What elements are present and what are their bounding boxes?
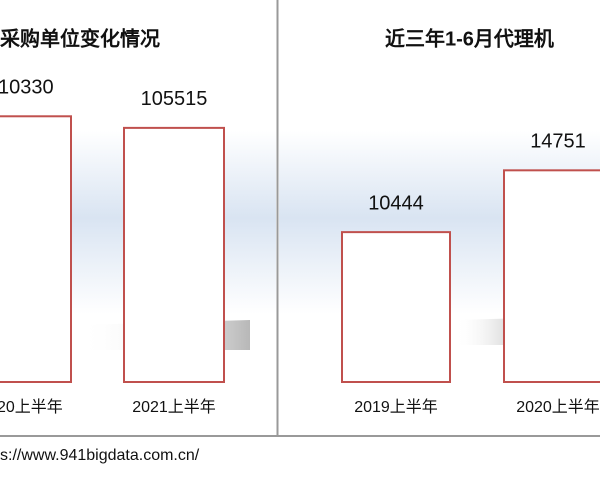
chart-title: 采购单位变化情况 — [0, 26, 160, 50]
bar — [0, 115, 72, 384]
chart-left: 采购单位变化情况 110330 2020上半年 105515 2021上半年 — [0, 26, 225, 416]
source: s://www.941bigdata.com.cn/ — [0, 447, 200, 464]
bar — [341, 231, 451, 383]
chart-title: 近三年1-6月代理机 — [385, 26, 554, 50]
x-tick-label: 2019上半年 — [354, 398, 438, 416]
value-label: 105515 — [141, 88, 208, 110]
chart-right: 近三年1-6月代理机 10444 2019上半年 14751 2020上半年 — [341, 26, 600, 416]
value-label: 14751 — [530, 131, 586, 153]
bar — [123, 126, 225, 383]
bar — [503, 169, 600, 383]
value-label: 110330 — [0, 77, 54, 99]
value-label: 10444 — [368, 192, 424, 214]
x-tick-label: 2021上半年 — [132, 398, 216, 416]
x-tick-label: 2020上半年 — [0, 398, 63, 416]
x-tick-label: 2020上半年 — [516, 398, 600, 416]
